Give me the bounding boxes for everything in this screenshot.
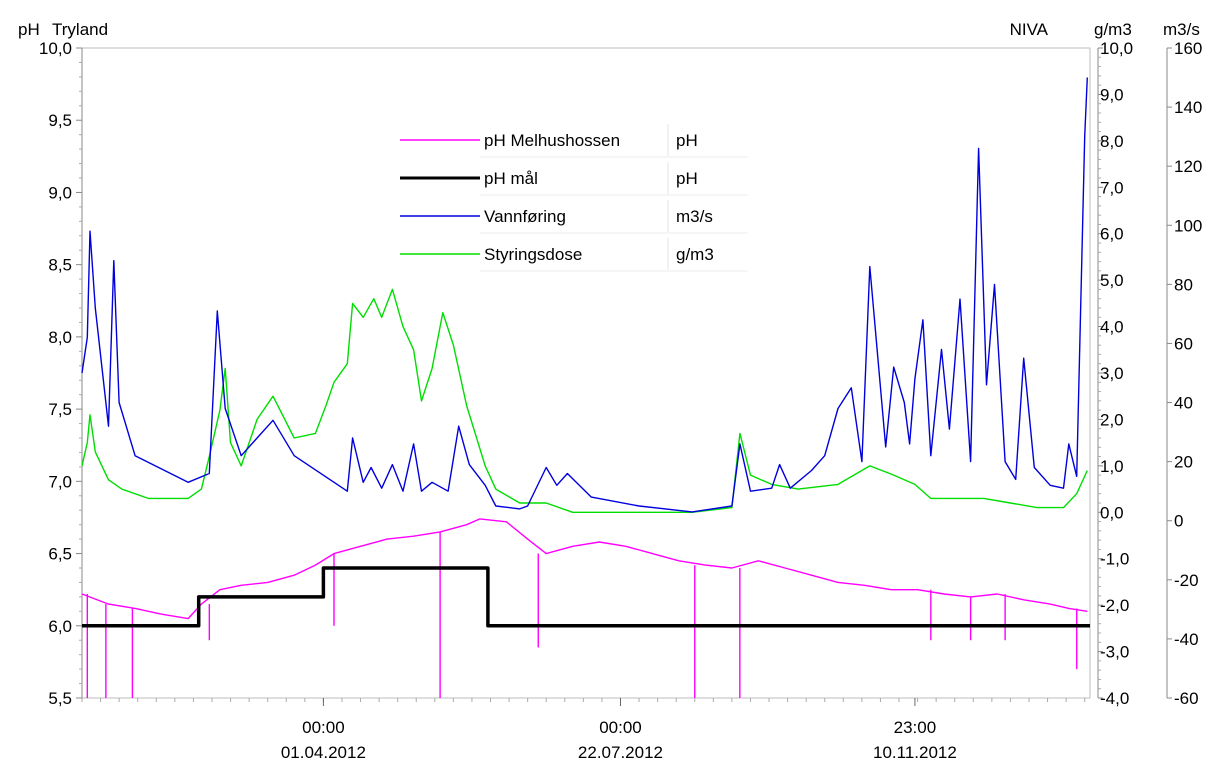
- right1-tick-label: -3,0: [1100, 643, 1129, 662]
- right1-tick-label: -4,0: [1100, 689, 1129, 708]
- right1-tick-label: 4,0: [1100, 318, 1124, 337]
- right2-tick-label: -40: [1174, 630, 1199, 649]
- right1-tick-label: 0,0: [1100, 503, 1124, 522]
- x-axis: 00:00 01.04.2012 00:00 22.07.2012 23:00 10.11…: [81, 698, 1086, 762]
- right2-unit-label: m3/s: [1163, 20, 1200, 39]
- right1-tick-label: -1,0: [1100, 550, 1129, 569]
- legend-series-unit: pH: [676, 169, 698, 188]
- right1-tick-label: 1,0: [1100, 457, 1124, 476]
- legend-series-unit: g/m3: [676, 245, 714, 264]
- right2-tick-label: -60: [1174, 689, 1199, 708]
- left-tick-label: 7,0: [48, 472, 72, 491]
- left-unit-label: pH: [18, 20, 40, 39]
- left-tick-label: 8,5: [48, 256, 72, 275]
- left-tick-label: 8,0: [48, 328, 72, 347]
- series-vannf-ring-line: [81, 77, 1088, 513]
- left-tick-label: 9,0: [48, 183, 72, 202]
- right1-tick-label: 2,0: [1100, 410, 1124, 429]
- legend-series-name: Vannføring: [484, 207, 566, 226]
- legend: pH Melhushossen pH pH mål pH Vannføring m3/s S…: [400, 124, 748, 272]
- left-tick-label: 7,5: [48, 400, 72, 419]
- station-label: Tryland: [52, 20, 108, 39]
- right2-tick-label: 60: [1174, 334, 1193, 353]
- x-tick-date: 01.04.2012: [281, 743, 366, 762]
- right1-tick-label: 7,0: [1100, 178, 1124, 197]
- left-tick-label: 5,5: [48, 689, 72, 708]
- right2-tick-label: 120: [1174, 157, 1202, 176]
- legend-series-unit: m3/s: [676, 207, 713, 226]
- x-tick-date: 22.07.2012: [578, 743, 663, 762]
- legend-series-name: Styringsdose: [484, 245, 582, 264]
- right1-tick-label: -2,0: [1100, 596, 1129, 615]
- right1-tick-label: 8,0: [1100, 132, 1124, 151]
- x-tick-time: 00:00: [302, 718, 345, 737]
- left-tick-label: 6,5: [48, 545, 72, 564]
- series-ph-m-l-line: [82, 566, 1090, 628]
- right2-tick-label: 160: [1174, 39, 1202, 58]
- right1-tick-label: 10,0: [1100, 39, 1133, 58]
- right1-tick-label: 5,0: [1100, 271, 1124, 290]
- series-styringsdose-line: [81, 288, 1088, 513]
- right1-axis: 10,0 9,0 8,0 7,0 6,0 5,0 4,0 3,0 2,0 1,0 0,0 -1,0 -2…: [1097, 39, 1133, 708]
- right2-tick-label: 40: [1174, 394, 1193, 413]
- left-tick-label: 10,0: [39, 39, 72, 58]
- right2-tick-label: 80: [1174, 275, 1193, 294]
- right2-tick-label: 140: [1174, 98, 1202, 117]
- right2-tick-label: 20: [1174, 453, 1193, 472]
- right2-tick-label: 0: [1174, 512, 1183, 531]
- x-tick-time: 00:00: [599, 718, 642, 737]
- x-tick-time: 23:00: [894, 718, 937, 737]
- right1-tick-label: 3,0: [1100, 364, 1124, 383]
- left-tick-label: 9,5: [48, 111, 72, 130]
- x-tick-date: 10.11.2012: [873, 743, 957, 762]
- series-layer: [81, 77, 1090, 698]
- right2-tick-label: -20: [1174, 571, 1199, 590]
- right2-tick-label: 100: [1174, 216, 1202, 235]
- left-axis: 10,0 9,5 9,0 8,5 8,0 7,5 7,0 6,5 6,0 5,5: [39, 39, 83, 708]
- legend-series-unit: pH: [676, 131, 698, 150]
- right1-tick-label: 6,0: [1100, 225, 1124, 244]
- legend-series-name: pH Melhushossen: [484, 131, 620, 150]
- right2-axis: 160 140 120 100 80 60 40 20 0 -20 -40 -60: [1166, 39, 1202, 708]
- right1-unit-label: g/m3: [1094, 20, 1132, 39]
- series-ph-melhushossen-line: [81, 518, 1088, 620]
- legend-series-name: pH mål: [484, 169, 538, 188]
- right1-tick-label: 9,0: [1100, 85, 1124, 104]
- source-label: NIVA: [1010, 20, 1049, 39]
- left-tick-label: 6,0: [48, 617, 72, 636]
